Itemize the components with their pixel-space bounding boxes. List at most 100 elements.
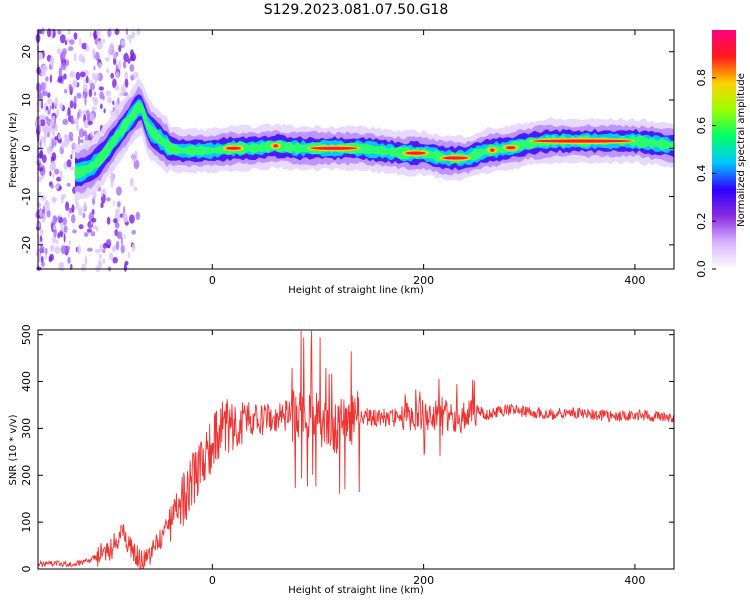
spectrogram-noise-blob bbox=[67, 107, 71, 117]
spectrogram-noise-blob bbox=[63, 73, 67, 80]
spectrogram-noise-blob bbox=[76, 92, 82, 99]
spectrogram-noise-blob bbox=[38, 29, 43, 35]
spectrogram-hot-core bbox=[310, 146, 358, 150]
spectrogram-noise-blob bbox=[84, 134, 89, 142]
spectrogram-noise-blob bbox=[44, 116, 49, 121]
spectrogram-noise-blob bbox=[49, 253, 54, 261]
spectrogram-noise-blob bbox=[52, 173, 55, 179]
spectrogram-noise-blob bbox=[84, 96, 87, 106]
spectrogram-noise-blob bbox=[123, 263, 127, 272]
spectrogram-y-tick-label: -20 bbox=[20, 236, 33, 254]
spectrogram-noise-blob bbox=[110, 72, 114, 79]
spectrogram-y-tick-label: -10 bbox=[20, 188, 33, 206]
spectrogram-noise-blob bbox=[88, 88, 93, 98]
spectrogram-noise-blob bbox=[47, 28, 51, 38]
spectrogram-noise-blob bbox=[94, 248, 101, 254]
spectrogram-y-ticks: -20 -10 0 10 20 bbox=[20, 45, 674, 254]
snr-x-tick-label: 0 bbox=[209, 574, 216, 587]
spectrogram-noise-blob bbox=[36, 99, 42, 108]
spectrogram-noise-blob bbox=[47, 132, 50, 138]
spectrogram-hot-core bbox=[532, 139, 632, 143]
spectrogram-noise-blob bbox=[82, 212, 86, 218]
spectrogram-noise-blob bbox=[92, 96, 98, 103]
spectrogram-noise-blob bbox=[94, 51, 100, 61]
spectrogram-noise-blob bbox=[73, 52, 77, 62]
spectrogram-noise-blob bbox=[49, 105, 52, 110]
spectrogram-noise-blob bbox=[67, 245, 70, 251]
snr-y-tick-label: 100 bbox=[20, 512, 33, 533]
spectrogram-noise-blob bbox=[69, 39, 75, 45]
spectrogram-noise-blob bbox=[102, 242, 108, 249]
spectrogram-noise-blob bbox=[68, 83, 73, 91]
spectrogram-noise-blob bbox=[77, 111, 80, 120]
spectrogram-noise-blob bbox=[45, 247, 48, 255]
spectrogram-noise-blob bbox=[59, 185, 62, 191]
spectrogram-noise-blob bbox=[96, 30, 101, 37]
spectrogram-noise-blob bbox=[93, 73, 100, 80]
spectrogram-noise-blob bbox=[98, 253, 103, 259]
colorbar-ticks: 0.0 0.2 0.4 0.6 0.8 bbox=[695, 69, 716, 278]
spectrogram-x-tick-label: 200 bbox=[413, 274, 434, 287]
spectrogram-noise-blob bbox=[124, 71, 129, 81]
spectrogram-noise-blob bbox=[112, 200, 116, 207]
spectrogram-y-axis-label: Frequency (Hz) bbox=[8, 112, 19, 188]
spectrogram-noise-blob bbox=[92, 72, 95, 80]
spectrogram-noise-blob bbox=[114, 28, 120, 35]
spectrogram-noise-blob bbox=[60, 223, 64, 232]
spectrogram-noise-blob bbox=[97, 40, 103, 50]
spectrogram-noise-blob bbox=[111, 245, 117, 252]
spectrogram-noise-blob bbox=[130, 49, 134, 57]
spectrogram-hot-core bbox=[490, 148, 495, 152]
spectrogram-noise-blob bbox=[49, 120, 55, 127]
spectrogram-noise-blob bbox=[39, 119, 46, 127]
spectrogram-noise-blob bbox=[73, 32, 78, 40]
spectrogram-noise-blob bbox=[72, 142, 75, 149]
spectrogram-noise-blob bbox=[46, 210, 51, 218]
spectrogram-noise-blob bbox=[59, 34, 66, 44]
spectrogram-noise-blob bbox=[54, 136, 59, 141]
spectrogram-noise-blob bbox=[40, 70, 46, 76]
spectrogram-noise-blob bbox=[85, 42, 89, 51]
spectrogram-noise-blob bbox=[78, 224, 84, 230]
spectrogram-x-tick-label: 0 bbox=[209, 274, 216, 287]
spectrogram-noise-blob bbox=[54, 168, 60, 175]
spectrogram-noise-blob bbox=[126, 35, 133, 40]
spectrogram-noise-blob bbox=[45, 76, 49, 82]
spectrogram-noise-blob bbox=[64, 88, 68, 94]
spectrogram-noise-blob bbox=[49, 74, 53, 83]
spectrogram-noise-blob bbox=[97, 259, 103, 269]
spectrogram-noise-blob bbox=[102, 95, 105, 101]
spectrogram-noise-blob bbox=[59, 230, 64, 238]
spectrogram-noise-blob bbox=[87, 247, 93, 252]
spectrogram-noise-blob bbox=[113, 57, 117, 66]
spectrogram-noise-blob bbox=[70, 154, 73, 160]
spectrogram-noise-blob bbox=[98, 86, 105, 91]
spectrogram-y-tick-label: 0 bbox=[20, 145, 33, 152]
spectrogram-noise-blob bbox=[89, 223, 92, 231]
spectrogram-noise-blob bbox=[83, 119, 90, 129]
spectrogram-noise-blob bbox=[117, 60, 122, 71]
spectrogram-noise-blob bbox=[135, 211, 141, 221]
spectrogram-noise-blob bbox=[51, 102, 55, 110]
spectrogram-noise-blob bbox=[129, 56, 135, 61]
snr-x-tick-label: 400 bbox=[624, 574, 645, 587]
spectrogram-noise-blob bbox=[75, 71, 81, 81]
colorbar-tick-label: 0.2 bbox=[695, 212, 708, 230]
spectrogram-noise-blob bbox=[107, 28, 112, 38]
spectrogram-noise-blob bbox=[73, 95, 77, 104]
spectrogram-noise-blob bbox=[36, 66, 41, 75]
spectrogram-noise-blob bbox=[71, 204, 75, 213]
spectrogram-noise-blob bbox=[54, 97, 59, 108]
spectrogram-noise-blob bbox=[90, 231, 96, 237]
spectrogram-noise-blob bbox=[57, 232, 61, 239]
spectrogram-noise-blob bbox=[62, 118, 69, 125]
spectrogram-noise-blob bbox=[76, 122, 79, 132]
spectrogram-frame bbox=[37, 29, 675, 270]
spectrogram-noise-blob bbox=[136, 27, 141, 36]
spectrogram-noise-blob bbox=[112, 256, 118, 264]
spectrogram-noise-blob bbox=[63, 225, 68, 233]
spectrogram-noise-blob bbox=[60, 195, 64, 205]
spectrogram-noise-blob bbox=[71, 214, 76, 224]
spectrogram-noise-blob bbox=[102, 249, 106, 253]
spectrogram-noise-blob bbox=[131, 229, 136, 235]
